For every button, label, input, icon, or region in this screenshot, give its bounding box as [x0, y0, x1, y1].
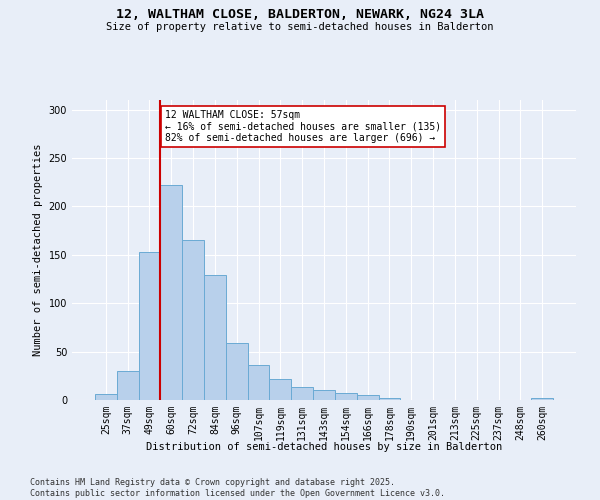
Text: Size of property relative to semi-detached houses in Balderton: Size of property relative to semi-detach… [106, 22, 494, 32]
Text: Contains HM Land Registry data © Crown copyright and database right 2025.
Contai: Contains HM Land Registry data © Crown c… [30, 478, 445, 498]
Bar [531, 398, 553, 400]
Bar [313, 390, 335, 400]
Bar [139, 252, 160, 400]
Text: 12 WALTHAM CLOSE: 57sqm
← 16% of semi-detached houses are smaller (135)
82% of s: 12 WALTHAM CLOSE: 57sqm ← 16% of semi-de… [165, 110, 441, 143]
Bar [204, 275, 226, 400]
Text: 12, WALTHAM CLOSE, BALDERTON, NEWARK, NG24 3LA: 12, WALTHAM CLOSE, BALDERTON, NEWARK, NG… [116, 8, 484, 20]
Bar [248, 365, 269, 400]
Bar [357, 395, 379, 400]
Bar [379, 398, 400, 400]
Bar [160, 185, 182, 400]
Text: Distribution of semi-detached houses by size in Balderton: Distribution of semi-detached houses by … [146, 442, 502, 452]
Bar [335, 393, 357, 400]
Bar [117, 371, 139, 400]
Bar [291, 388, 313, 400]
Bar [182, 240, 204, 400]
Bar [269, 378, 291, 400]
Bar [226, 343, 248, 400]
Y-axis label: Number of semi-detached properties: Number of semi-detached properties [33, 144, 43, 356]
Bar [95, 394, 117, 400]
